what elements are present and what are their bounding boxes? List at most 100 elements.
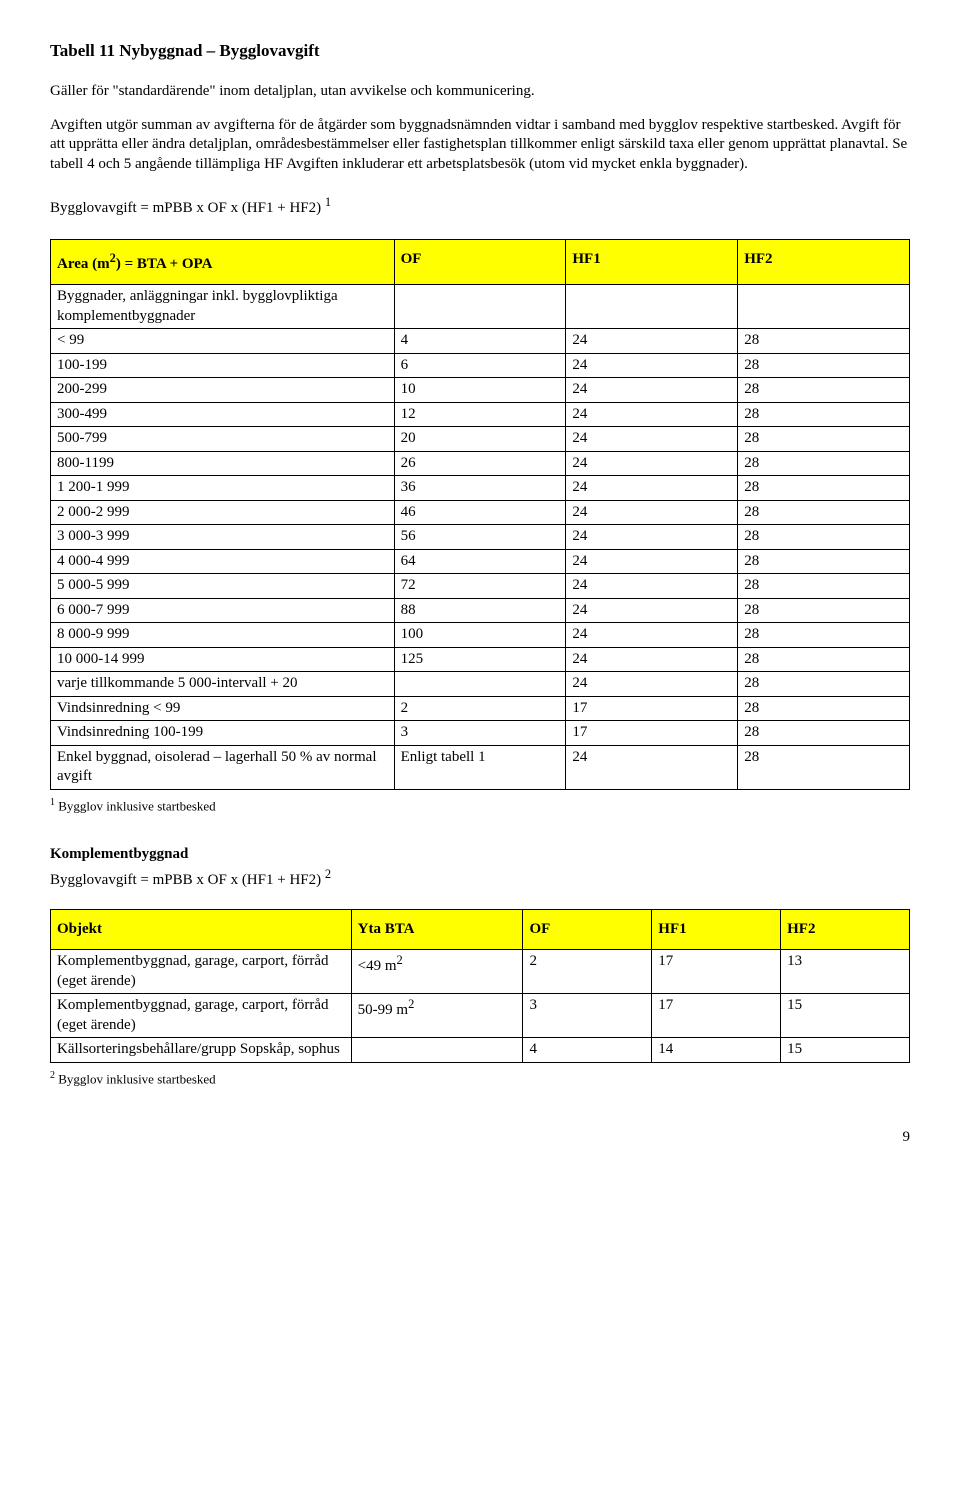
formula-1: Bygglovavgift = mPBB x OF x (HF1 + HF2) … xyxy=(50,194,910,219)
table-cell: 24 xyxy=(566,745,738,789)
table-row: Komplementbyggnad, garage, carport, förr… xyxy=(51,994,910,1038)
table-cell: 46 xyxy=(394,500,566,525)
table-cell: 28 xyxy=(738,721,910,746)
table-cell: 24 xyxy=(566,623,738,648)
table-cell: Enligt tabell 1 xyxy=(394,745,566,789)
table-row: Vindsinredning < 9921728 xyxy=(51,696,910,721)
table-cell xyxy=(351,1038,523,1063)
table-cell: 300-499 xyxy=(51,402,395,427)
table-cell: 1 200-1 999 xyxy=(51,476,395,501)
table-row: Källsorteringsbehållare/grupp Sopskåp, s… xyxy=(51,1038,910,1063)
table-row: 2 000-2 999462428 xyxy=(51,500,910,525)
table-cell: 17 xyxy=(566,696,738,721)
footnote-1: 1 Bygglov inklusive startbesked xyxy=(50,796,910,815)
table-1-header-of: OF xyxy=(394,239,566,285)
table-cell: 28 xyxy=(738,427,910,452)
table-cell: 28 xyxy=(738,402,910,427)
table-cell: 8 000-9 999 xyxy=(51,623,395,648)
table-row: 300-499122428 xyxy=(51,402,910,427)
table-cell: 2 xyxy=(394,696,566,721)
table-cell: 6 000-7 999 xyxy=(51,598,395,623)
table-cell: 24 xyxy=(566,500,738,525)
table-1-section-row: Byggnader, anläggningar inkl. bygglovpli… xyxy=(51,285,910,329)
table-cell: <49 m2 xyxy=(351,950,523,994)
table-1-header-area-post: ) = BTA + OPA xyxy=(116,256,213,272)
table-row: 4 000-4 999642428 xyxy=(51,549,910,574)
table-row: varje tillkommande 5 000-intervall + 20 2… xyxy=(51,672,910,697)
table-cell: 4 xyxy=(523,1038,652,1063)
table-cell: 72 xyxy=(394,574,566,599)
table-cell: 28 xyxy=(738,353,910,378)
table-2-header-hf2: HF2 xyxy=(781,909,910,950)
table-row: < 9942428 xyxy=(51,329,910,354)
table-row: 8 000-9 9991002428 xyxy=(51,623,910,648)
table-1-header-hf2: HF2 xyxy=(738,239,910,285)
table-2-header-objekt: Objekt xyxy=(51,909,352,950)
table-1-cell-empty xyxy=(566,285,738,329)
table-1-header-area: Area (m2) = BTA + OPA xyxy=(51,239,395,285)
table-2-header-hf1: HF1 xyxy=(652,909,781,950)
page-title: Tabell 11 Nybyggnad – Bygglovavgift xyxy=(50,40,910,62)
table-cell: 24 xyxy=(566,353,738,378)
table-cell: 4 000-4 999 xyxy=(51,549,395,574)
table-cell: 24 xyxy=(566,598,738,623)
table-cell: 10 000-14 999 xyxy=(51,647,395,672)
table-1-cell-empty xyxy=(738,285,910,329)
sub-heading: Komplementbyggnad xyxy=(50,845,910,865)
table-cell: 36 xyxy=(394,476,566,501)
table-cell: 28 xyxy=(738,525,910,550)
table-cell: 28 xyxy=(738,329,910,354)
table-1-header-hf1: HF1 xyxy=(566,239,738,285)
formula-2-text: Bygglovavgift = mPBB x OF x (HF1 + HF2) xyxy=(50,872,321,888)
table-cell: 28 xyxy=(738,623,910,648)
table-row: 500-799202428 xyxy=(51,427,910,452)
table-1-header-row: Area (m2) = BTA + OPA OF HF1 HF2 xyxy=(51,239,910,285)
page-number: 9 xyxy=(50,1128,910,1148)
table-cell: 28 xyxy=(738,745,910,789)
table-row: Enkel byggnad, oisolerad – lagerhall 50 … xyxy=(51,745,910,789)
footnote-2: 2 Bygglov inklusive startbesked xyxy=(50,1069,910,1088)
table-row: Vindsinredning 100-19931728 xyxy=(51,721,910,746)
table-cell: 24 xyxy=(566,427,738,452)
table-cell xyxy=(394,672,566,697)
table-cell: Komplementbyggnad, garage, carport, förr… xyxy=(51,994,352,1038)
table-cell: 28 xyxy=(738,476,910,501)
table-row: 3 000-3 999562428 xyxy=(51,525,910,550)
table-cell: 20 xyxy=(394,427,566,452)
table-cell: 17 xyxy=(652,994,781,1038)
table-cell: 15 xyxy=(781,994,910,1038)
intro-paragraph-1: Gäller för "standardärende" inom detaljp… xyxy=(50,82,910,102)
table-cell: 26 xyxy=(394,451,566,476)
table-row: 200-299102428 xyxy=(51,378,910,403)
table-cell: 2 000-2 999 xyxy=(51,500,395,525)
table-cell: 6 xyxy=(394,353,566,378)
table-row: 6 000-7 999882428 xyxy=(51,598,910,623)
table-cell: 3 xyxy=(523,994,652,1038)
table-cell: 15 xyxy=(781,1038,910,1063)
table-cell: 12 xyxy=(394,402,566,427)
table-cell: 17 xyxy=(566,721,738,746)
table-row: Komplementbyggnad, garage, carport, förr… xyxy=(51,950,910,994)
formula-2-sup: 2 xyxy=(325,867,331,881)
table-cell: Källsorteringsbehållare/grupp Sopskåp, s… xyxy=(51,1038,352,1063)
table-cell: 50-99 m2 xyxy=(351,994,523,1038)
table-cell: 3 xyxy=(394,721,566,746)
table-cell: 100 xyxy=(394,623,566,648)
table-cell: 24 xyxy=(566,672,738,697)
table-cell: 28 xyxy=(738,574,910,599)
table-cell: 28 xyxy=(738,451,910,476)
formula-1-text: Bygglovavgift = mPBB x OF x (HF1 + HF2) xyxy=(50,200,321,216)
table-2-header-yta: Yta BTA xyxy=(351,909,523,950)
table-2: Objekt Yta BTA OF HF1 HF2 Komplementbygg… xyxy=(50,909,910,1063)
footnote-1-text: Bygglov inklusive startbesked xyxy=(55,798,216,813)
table-cell: 24 xyxy=(566,451,738,476)
table-cell: varje tillkommande 5 000-intervall + 20 xyxy=(51,672,395,697)
table-cell: 24 xyxy=(566,402,738,427)
table-cell: 28 xyxy=(738,549,910,574)
table-cell: 24 xyxy=(566,549,738,574)
formula-1-sup: 1 xyxy=(325,195,331,209)
formula-2: Bygglovavgift = mPBB x OF x (HF1 + HF2) … xyxy=(50,866,910,891)
table-1: Area (m2) = BTA + OPA OF HF1 HF2 Byggnad… xyxy=(50,239,910,790)
table-row: 10 000-14 9991252428 xyxy=(51,647,910,672)
table-row: 5 000-5 999722428 xyxy=(51,574,910,599)
